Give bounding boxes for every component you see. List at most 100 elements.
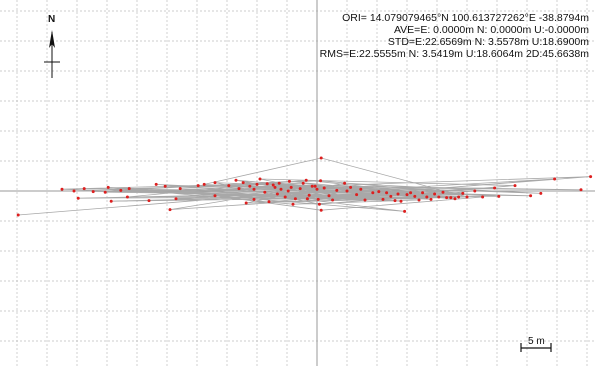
position-point bbox=[363, 198, 367, 202]
position-point bbox=[91, 190, 95, 194]
position-point bbox=[241, 181, 245, 185]
position-point bbox=[154, 182, 158, 186]
north-label: N bbox=[48, 14, 56, 25]
position-point bbox=[258, 177, 262, 181]
position-point bbox=[539, 191, 543, 195]
north-arrow-icon bbox=[44, 30, 60, 78]
position-point bbox=[72, 189, 76, 193]
position-point bbox=[109, 199, 113, 203]
stats-ori: ORI= 14.079079465°N 100.613727262°E -38.… bbox=[342, 12, 589, 24]
position-point bbox=[252, 197, 256, 201]
scale-bar-icon bbox=[520, 343, 552, 352]
position-point bbox=[304, 178, 308, 182]
position-point bbox=[227, 184, 231, 188]
position-point bbox=[405, 193, 409, 197]
position-point bbox=[273, 185, 277, 189]
position-point bbox=[327, 194, 331, 198]
position-point bbox=[319, 179, 323, 183]
position-point bbox=[331, 198, 335, 202]
position-point bbox=[248, 184, 252, 188]
position-point bbox=[457, 195, 461, 199]
position-point bbox=[553, 177, 557, 181]
position-point bbox=[277, 181, 281, 185]
position-point bbox=[178, 187, 182, 191]
position-point bbox=[174, 197, 178, 201]
position-point bbox=[396, 192, 400, 196]
position-point bbox=[417, 198, 421, 202]
stats-panel: ORI= 14.079079465°N 100.613727262°E -38.… bbox=[320, 12, 589, 60]
position-point bbox=[425, 195, 429, 199]
position-point bbox=[307, 193, 311, 197]
position-point bbox=[322, 186, 326, 190]
position-point bbox=[371, 191, 375, 195]
position-point bbox=[147, 199, 151, 203]
position-point bbox=[385, 191, 389, 195]
position-point bbox=[319, 156, 323, 160]
position-point bbox=[244, 201, 248, 205]
position-point bbox=[437, 195, 441, 199]
position-point bbox=[441, 190, 445, 194]
position-point bbox=[213, 181, 217, 185]
position-point bbox=[298, 187, 302, 191]
position-point bbox=[305, 197, 309, 201]
position-point bbox=[16, 213, 20, 217]
position-point bbox=[513, 184, 517, 188]
position-point bbox=[465, 195, 469, 199]
position-point bbox=[343, 181, 347, 185]
position-point bbox=[301, 181, 305, 185]
position-point bbox=[237, 187, 241, 191]
position-point bbox=[265, 182, 269, 186]
position-point bbox=[163, 184, 167, 188]
position-point bbox=[445, 196, 449, 200]
position-point bbox=[263, 190, 267, 194]
position-point bbox=[389, 194, 393, 198]
position-point bbox=[271, 183, 275, 187]
track-lines bbox=[18, 157, 591, 216]
position-point bbox=[293, 197, 297, 201]
position-point bbox=[589, 175, 593, 179]
position-point bbox=[493, 186, 497, 190]
stats-std: STD=E:22.6569m N: 3.5578m U:18.6900m bbox=[387, 36, 589, 48]
position-point bbox=[279, 187, 283, 191]
position-point bbox=[127, 187, 131, 191]
position-point bbox=[119, 188, 123, 192]
position-point bbox=[252, 187, 256, 191]
position-point bbox=[283, 195, 287, 199]
position-point bbox=[103, 190, 107, 194]
position-point bbox=[196, 184, 200, 188]
position-point bbox=[125, 195, 129, 199]
position-point bbox=[453, 197, 457, 201]
position-point bbox=[403, 209, 407, 213]
position-point bbox=[319, 208, 323, 212]
position-point bbox=[287, 179, 291, 183]
position-point bbox=[275, 192, 279, 196]
stats-rms: RMS=E:22.5555m N: 3.5419m U:18.6064m 2D:… bbox=[319, 48, 589, 60]
position-points bbox=[16, 156, 593, 217]
position-point bbox=[449, 196, 453, 200]
position-point bbox=[286, 189, 290, 193]
position-point bbox=[234, 178, 238, 182]
position-point bbox=[377, 190, 381, 194]
position-point bbox=[359, 187, 363, 191]
position-point bbox=[429, 197, 433, 201]
position-point bbox=[316, 197, 320, 201]
stats-ave: AVE=E: 0.0000m N: 0.0000m U:-0.0000m bbox=[393, 24, 589, 36]
position-point bbox=[106, 185, 110, 189]
position-point bbox=[291, 202, 295, 206]
position-point bbox=[289, 185, 293, 189]
position-point bbox=[413, 194, 417, 198]
position-point bbox=[529, 194, 533, 198]
position-point bbox=[313, 184, 317, 188]
position-point bbox=[335, 188, 339, 192]
position-point bbox=[76, 196, 80, 200]
position-point bbox=[60, 187, 64, 191]
position-point bbox=[310, 184, 314, 188]
position-point bbox=[497, 194, 501, 198]
position-point bbox=[381, 197, 385, 201]
position-point bbox=[409, 191, 413, 195]
position-point bbox=[213, 194, 217, 198]
track-path bbox=[18, 157, 591, 216]
position-point bbox=[473, 189, 477, 193]
